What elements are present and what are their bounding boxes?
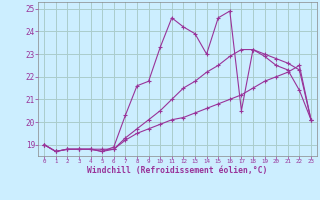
X-axis label: Windchill (Refroidissement éolien,°C): Windchill (Refroidissement éolien,°C) <box>87 166 268 175</box>
